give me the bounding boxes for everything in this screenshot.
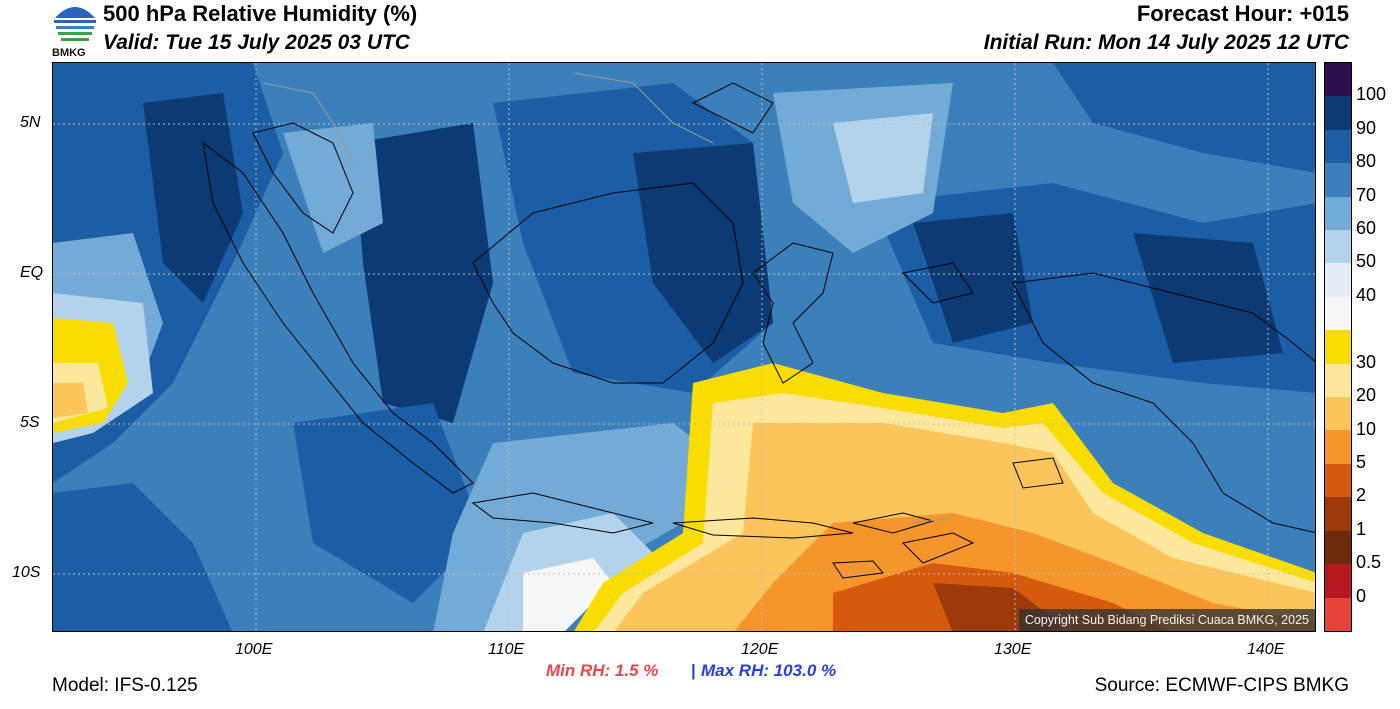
colorbar-segment [1325, 597, 1351, 631]
colorbar-label: 60 [1356, 218, 1377, 239]
logo-text: BMKG [52, 47, 86, 59]
lon-label-120e: 120E [741, 641, 779, 658]
bmkg-logo [50, 0, 100, 60]
coastlines [202, 82, 1315, 579]
colorbar-segment [1325, 430, 1351, 464]
colorbar-label: 20 [1356, 385, 1377, 406]
colorbar-label: 40 [1356, 284, 1377, 305]
rh-separator: | [691, 661, 696, 680]
colorbar-label: 80 [1356, 151, 1377, 172]
lat-label-5s: 5S [20, 414, 40, 431]
colorbar-label: 90 [1356, 117, 1377, 138]
lat-label-eq: EQ [20, 264, 44, 281]
colorbar-segment [1325, 96, 1351, 130]
colorbar-segment [1325, 397, 1351, 431]
forecast-hour: Forecast Hour: +015 [1136, 1, 1349, 26]
lat-label-5n: 5N [20, 114, 41, 131]
colorbar-label: 5 [1356, 451, 1367, 472]
min-rh: Min RH: 1.5 % [546, 661, 659, 680]
lon-label-140e: 140E [1247, 641, 1285, 658]
colorbar-segment [1325, 296, 1351, 331]
colorbar [1324, 62, 1352, 632]
copyright-notice: Copyright Sub Bidang Prediksi Cuaca BMKG… [1018, 609, 1315, 631]
colorbar-label: 10 [1356, 418, 1377, 439]
colorbar-label: 100 [1356, 84, 1387, 105]
humidity-map: Copyright Sub Bidang Prediksi Cuaca BMKG… [52, 62, 1316, 632]
lon-label-130e: 130E [994, 641, 1032, 658]
colorbar-label: 0 [1356, 585, 1367, 606]
colorbar-label: 2 [1356, 485, 1367, 506]
lon-label-110e: 110E [488, 641, 525, 658]
colorbar-segment [1325, 63, 1351, 97]
humidity-field-svg [53, 63, 1315, 631]
colorbar-label: 1 [1356, 518, 1367, 539]
lat-label-10s: 10S [12, 564, 41, 581]
colorbar-segment [1325, 463, 1351, 498]
colorbar-segment [1325, 129, 1351, 164]
colorbar-segment [1325, 330, 1351, 364]
model-label: Model: IFS-0.125 [52, 675, 198, 696]
colorbar-segment [1325, 530, 1351, 565]
colorbar-segment [1325, 564, 1351, 598]
source-label: Source: ECMWF-CIPS BMKG [1094, 675, 1349, 696]
valid-time: Valid: Tue 15 July 2025 03 UTC [103, 31, 410, 54]
colorbar-segment [1325, 230, 1351, 264]
colorbar-label: 50 [1356, 251, 1377, 272]
colorbar-label: 70 [1356, 184, 1377, 205]
initial-run: Initial Run: Mon 14 July 2025 12 UTC [983, 31, 1349, 54]
colorbar-label: 30 [1356, 351, 1377, 372]
max-rh: Max RH: 103.0 % [701, 661, 837, 680]
colorbar-segment [1325, 363, 1351, 398]
colorbar-segment [1325, 263, 1351, 297]
colorbar-segment [1325, 163, 1351, 197]
chart-title: 500 hPa Relative Humidity (%) [103, 1, 418, 26]
colorbar-segment [1325, 196, 1351, 231]
colorbar-label: 0.5 [1356, 552, 1382, 573]
lon-label-100e: 100E [235, 641, 273, 658]
colorbar-segment [1325, 497, 1351, 531]
